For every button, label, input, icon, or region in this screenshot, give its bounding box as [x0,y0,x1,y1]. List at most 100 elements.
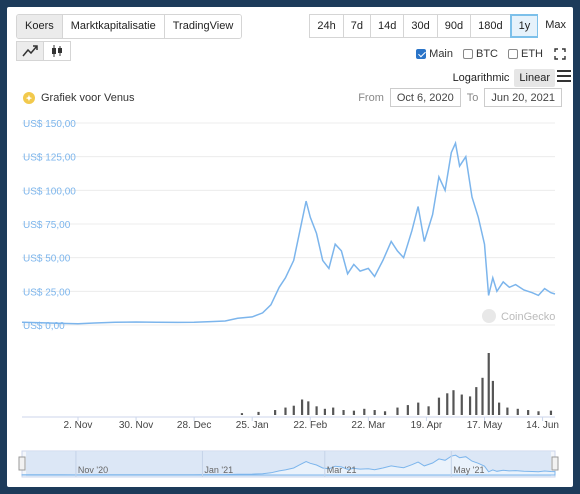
y-tick-label: US$ 75,00 [23,220,71,231]
x-tick-label: 19. Apr [411,420,443,431]
date-to-input[interactable]: Jun 20, 2021 [484,88,562,107]
volume-bar [491,380,494,415]
volume-bar [383,411,387,415]
date-from-input[interactable]: Oct 6, 2020 [389,88,461,107]
expand-icon [554,48,566,60]
navigator-handle-right[interactable] [551,456,559,471]
volume-bar [427,406,430,415]
x-tick-label: 17. May [467,420,503,431]
scale-logarithmic[interactable]: Logarithmic [452,72,510,84]
checkbox-eth-label: ETH [521,48,543,60]
volume-bar [332,407,335,415]
checkbox-eth[interactable]: ETH [508,48,543,60]
volume-bar [475,387,478,415]
price-line [21,140,556,325]
volume-bar [307,401,310,415]
checkbox-main-box[interactable] [416,49,427,59]
scale-linear[interactable]: Linear [514,69,555,87]
volume-bar [352,410,356,415]
volume-bar [363,408,366,415]
x-tick-label: 28. Dec [177,420,211,431]
volume-bar [460,394,463,415]
volume-bar [549,410,553,415]
tab-marktkapitalisatie[interactable]: Marktkapitalisatie [62,15,165,38]
range-180d[interactable]: 180d [470,14,511,38]
coingecko-watermark: CoinGecko [482,309,555,323]
checkbox-btc-label: BTC [476,48,498,60]
volume-bar [537,411,540,415]
volume-bar [417,402,420,415]
volume-bar [373,410,376,415]
chart-widget: Koers Marktkapitalisatie TradingView 24h… [7,7,573,487]
navigator-label: Jan '21 [204,465,233,475]
y-axis-labels: US$ 0,00 US$ 25,00 US$ 50,00 US$ 75,00 US$ 1… [23,119,76,332]
volume-bar [506,407,509,415]
range-max[interactable]: Max [538,14,573,38]
volume-bar [396,407,399,415]
coingecko-logo-icon [482,309,496,323]
x-tick-label: 14. Jun [526,420,559,431]
comparison-checkboxes: Main BTC ETH [416,48,543,60]
x-axis-labels: 2. Nov 30. Nov 28. Dec 25. Jan 22. Feb 22. Ma… [64,417,559,431]
date-range: From Oct 6, 2020 To Jun 20, 2021 [358,88,562,107]
checkbox-main[interactable]: Main [416,48,453,60]
volume-bar [452,390,455,415]
volume-bar [437,397,441,415]
y-tick-label: US$ 50,00 [23,254,71,265]
volume-bar [274,410,277,415]
chart-type-selector [16,41,71,61]
y-tick-label: US$ 100,00 [23,186,76,197]
volume-bar [292,405,295,415]
range-14d[interactable]: 14d [370,14,405,38]
volume-bar [342,410,345,415]
volume-bar [300,399,304,415]
price-chart: US$ 0,00 US$ 25,00 US$ 50,00 US$ 75,00 US$ 1… [18,119,559,478]
range-24h[interactable]: 24h [309,14,344,38]
y-tick-label: US$ 150,00 [23,119,76,130]
tab-koers[interactable]: Koers [17,15,63,38]
volume-bar [468,396,472,415]
x-tick-label: 30. Nov [119,420,153,431]
volume-bar [323,408,326,415]
x-tick-label: 25. Jan [236,420,269,431]
date-to-label: To [466,91,479,104]
chart-menu-button[interactable] [557,70,571,82]
grid-lines [22,122,555,326]
watermark-text: CoinGecko [501,311,555,323]
venus-coin-icon: ✦ [23,92,35,104]
x-tick-label: 2. Nov [64,420,93,431]
volume-bar [527,410,530,415]
y-tick-label: US$ 25,00 [23,287,71,298]
checkbox-btc[interactable]: BTC [463,48,498,60]
candlestick-button[interactable] [43,41,71,61]
scale-toggle: Logarithmic Linear [448,69,555,87]
tab-tradingview[interactable]: TradingView [164,15,242,38]
checkbox-eth-box[interactable] [508,49,518,59]
navigator[interactable]: Nov '20 Jan '21 Mar '21 May '21 [18,450,559,478]
date-from-label: From [358,91,384,104]
volume-bar [498,402,501,415]
x-tick-label: 22. Mar [351,420,386,431]
volume-bar [406,405,409,415]
volume-bar [487,353,490,415]
volume-bar [446,393,449,415]
chart-title: Grafiek voor Venus [41,92,135,104]
navigator-labels: Nov '20 Jan '21 Mar '21 May '21 [75,451,485,477]
chart-title-row: ✦ Grafiek voor Venus [23,92,135,104]
navigator-label: May '21 [453,465,484,475]
volume-bar [240,413,244,415]
checkbox-main-label: Main [429,48,453,60]
checkbox-btc-box[interactable] [463,49,473,59]
navigator-handle-left[interactable] [18,456,26,471]
range-1y[interactable]: 1y [509,14,540,38]
volume-bar [315,406,318,415]
fullscreen-button[interactable] [551,45,569,63]
candlestick-icon [52,45,62,57]
volume-bar [516,408,519,415]
range-90d[interactable]: 90d [436,14,472,38]
volume-bar [257,411,260,415]
volume-bars [240,353,553,415]
x-tick-label: 22. Feb [293,420,327,431]
volume-bar [481,377,484,415]
time-range-selector: 24h 7d 14d 30d 90d 180d 1y Max [309,14,573,38]
